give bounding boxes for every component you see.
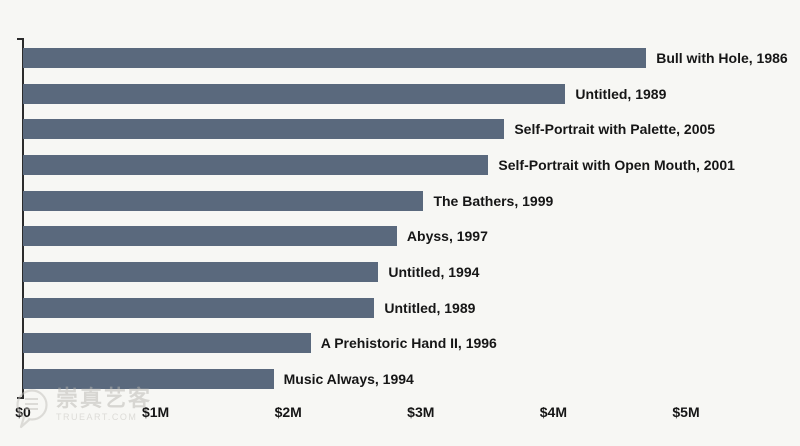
bar	[23, 83, 566, 104]
x-tick-label: $0	[15, 404, 31, 420]
bar	[23, 119, 505, 140]
bar-label: A Prehistoric Hand II, 1996	[320, 335, 497, 352]
bar-label: Untitled, 1989	[384, 299, 476, 316]
x-tick-label: $2M	[274, 404, 302, 420]
x-tick-label: $4M	[539, 404, 568, 420]
bar	[23, 226, 397, 247]
bar	[23, 262, 379, 283]
bar	[23, 297, 375, 318]
x-tick-label: $5M	[672, 404, 700, 420]
bar-label: Untitled, 1994	[388, 264, 480, 281]
x-tick-label: $1M	[141, 404, 170, 420]
bar-label: Untitled, 1989	[575, 85, 667, 102]
bar	[23, 333, 311, 354]
bar	[23, 369, 274, 390]
bar-label: Music Always, 1994	[283, 371, 414, 388]
y-axis-top-tick	[17, 38, 22, 40]
bar-label: Self-Portrait with Open Mouth, 2001	[498, 156, 735, 173]
plot-area: Bull with Hole, 1986 Untitled, 1989 Self-P…	[15, 38, 788, 419]
bar-label: Self-Portrait with Palette, 2005	[514, 121, 716, 138]
y-axis-bottom-tick	[17, 397, 22, 399]
bar-label: Bull with Hole, 1986	[656, 49, 788, 66]
bar	[23, 47, 647, 68]
bar	[23, 190, 424, 211]
bar-label: The Bathers, 1999	[433, 192, 554, 209]
bar	[23, 154, 489, 175]
watermark-site: TRUEART.COM	[56, 412, 138, 422]
bar-label: Abyss, 1997	[406, 228, 488, 245]
x-tick-label: $3M	[407, 404, 435, 420]
